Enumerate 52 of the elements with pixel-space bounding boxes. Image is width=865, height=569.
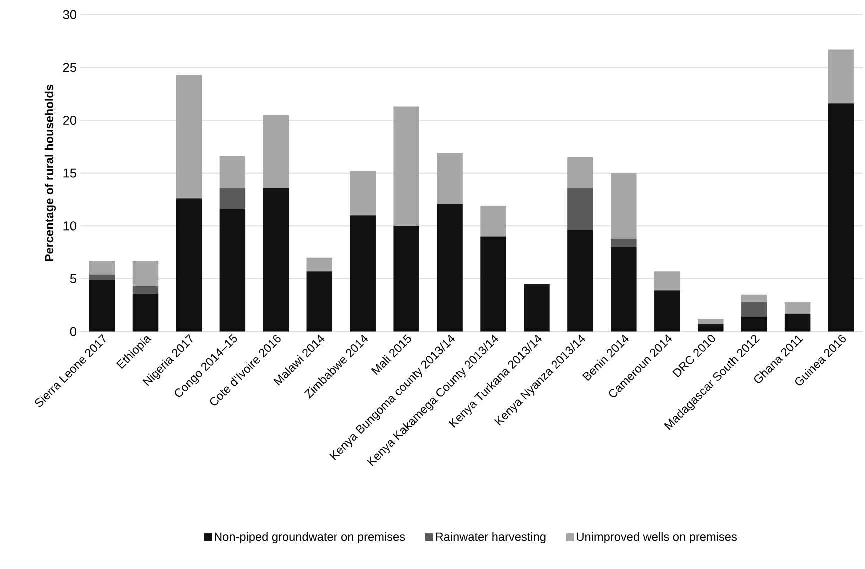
bar [611, 248, 637, 332]
y-tick-label: 0 [70, 328, 77, 337]
bar [89, 261, 116, 275]
bar [176, 75, 202, 199]
bar [220, 156, 246, 188]
bar [524, 284, 550, 332]
y-tick-label: 25 [63, 63, 77, 72]
bar [263, 115, 290, 188]
bar [828, 50, 854, 104]
y-tick-label: 15 [64, 169, 77, 178]
y-tick-label: 10 [64, 222, 77, 231]
legend-label: Unimproved wells on premises [577, 532, 737, 544]
bar [784, 302, 811, 314]
bar [437, 204, 463, 332]
bar [220, 209, 246, 332]
bar [568, 158, 594, 188]
bar [698, 319, 724, 325]
bar [741, 295, 768, 302]
bar [437, 153, 463, 204]
legend-label: Non-piped groundwater on premises [215, 532, 406, 544]
bar [654, 272, 680, 291]
y-tick-label: 20 [63, 116, 77, 126]
bar [89, 280, 116, 332]
y-axis-title: Percentage of rural households [44, 85, 56, 262]
y-tick-label: 30 [63, 10, 77, 20]
bar [698, 324, 724, 332]
bar [480, 206, 506, 237]
bar [176, 198, 202, 332]
bar [828, 104, 854, 332]
bar [741, 302, 768, 318]
y-tick-label: 5 [70, 274, 77, 284]
bar [611, 174, 637, 240]
bar [784, 314, 811, 332]
bar [568, 230, 594, 332]
bar [220, 188, 246, 210]
bar [89, 274, 116, 280]
bar [480, 236, 506, 332]
bar [568, 188, 594, 231]
bar [741, 317, 768, 332]
bar [350, 216, 376, 332]
bar [132, 294, 159, 332]
bar [350, 171, 376, 216]
legend-label: Rainwater harvesting [436, 532, 546, 544]
bar [132, 261, 159, 287]
bar [654, 290, 680, 332]
bar [306, 258, 333, 272]
bar [132, 286, 159, 294]
bar [263, 188, 290, 332]
bar [611, 239, 637, 248]
bar [306, 272, 333, 332]
bar [394, 226, 420, 332]
bar [394, 107, 420, 226]
